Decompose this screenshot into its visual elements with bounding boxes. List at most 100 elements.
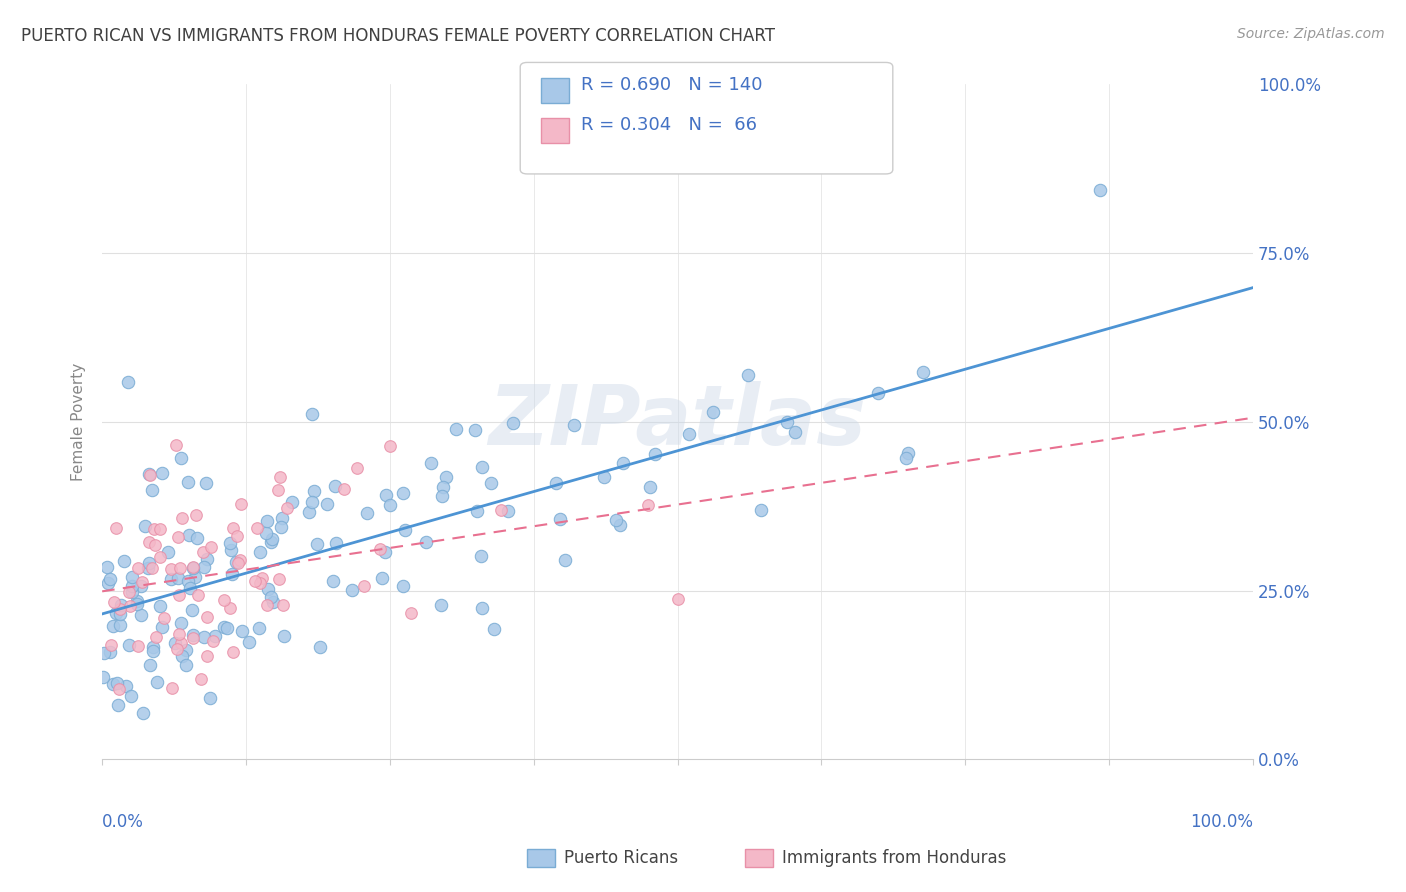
Point xyxy=(1088,183,1111,197)
Point xyxy=(702,405,724,419)
Point xyxy=(193,630,215,644)
Point xyxy=(378,438,401,452)
Point xyxy=(229,553,252,567)
Point xyxy=(370,571,392,585)
Point xyxy=(190,672,212,686)
Point xyxy=(392,579,415,593)
Point xyxy=(226,529,249,543)
Point xyxy=(333,482,356,496)
Point xyxy=(309,640,332,655)
Point xyxy=(605,513,627,527)
Point xyxy=(434,470,457,484)
Point xyxy=(554,553,576,567)
Point xyxy=(142,640,165,654)
Point xyxy=(167,571,190,585)
Point xyxy=(353,579,375,593)
Point xyxy=(165,636,187,650)
Point xyxy=(134,519,156,533)
Point xyxy=(323,479,346,493)
Point xyxy=(101,676,124,690)
Point xyxy=(138,534,160,549)
Point xyxy=(678,427,700,442)
Point xyxy=(593,470,616,484)
Point xyxy=(193,545,215,559)
Point xyxy=(160,572,183,586)
Point xyxy=(256,598,278,612)
Point xyxy=(212,620,235,634)
Point xyxy=(108,618,131,632)
Point xyxy=(464,423,486,437)
Point xyxy=(378,498,401,512)
Point xyxy=(219,543,242,558)
Point xyxy=(170,510,193,524)
Point xyxy=(897,446,920,460)
Point xyxy=(179,582,201,596)
Point xyxy=(98,572,121,586)
Text: Puerto Ricans: Puerto Ricans xyxy=(564,849,678,867)
Point xyxy=(141,483,163,497)
Point xyxy=(167,626,190,640)
Point xyxy=(150,466,173,480)
Point xyxy=(391,485,413,500)
Point xyxy=(298,505,321,519)
Point xyxy=(201,634,224,648)
Text: 0.0%: 0.0% xyxy=(103,814,143,831)
Point xyxy=(221,566,243,581)
Point xyxy=(783,425,806,439)
Point xyxy=(256,514,278,528)
Point xyxy=(301,495,323,509)
Point xyxy=(162,681,184,695)
Point xyxy=(249,545,271,559)
Point xyxy=(101,619,124,633)
Text: 100.0%: 100.0% xyxy=(1189,814,1253,831)
Point xyxy=(104,521,127,535)
Point xyxy=(110,598,132,612)
Point xyxy=(117,375,139,389)
Point xyxy=(502,416,524,430)
Point xyxy=(254,525,277,540)
Point xyxy=(243,574,266,588)
Point xyxy=(612,456,634,470)
Point xyxy=(489,503,512,517)
Point xyxy=(562,417,585,432)
Point xyxy=(267,483,290,498)
Point xyxy=(146,675,169,690)
Point xyxy=(325,536,347,550)
Point xyxy=(131,574,153,589)
Point xyxy=(260,534,283,549)
Point xyxy=(170,615,193,630)
Point xyxy=(165,438,187,452)
Point xyxy=(118,599,141,613)
Point xyxy=(231,624,253,638)
Point xyxy=(484,622,506,636)
Point xyxy=(215,621,238,635)
Text: Immigrants from Honduras: Immigrants from Honduras xyxy=(782,849,1007,867)
Point xyxy=(193,560,215,574)
Point xyxy=(170,450,193,465)
Point xyxy=(912,365,935,379)
Point xyxy=(170,648,193,663)
Point xyxy=(127,640,149,654)
Point xyxy=(195,649,218,664)
Point xyxy=(112,553,135,567)
Point xyxy=(129,608,152,623)
Point xyxy=(96,559,118,574)
Point xyxy=(183,570,205,584)
Text: R = 0.304   N =  66: R = 0.304 N = 66 xyxy=(581,116,756,134)
Text: Source: ZipAtlas.com: Source: ZipAtlas.com xyxy=(1237,27,1385,41)
Point xyxy=(259,591,281,605)
Point xyxy=(174,657,197,672)
Point xyxy=(609,517,631,532)
Point xyxy=(247,621,270,635)
Point xyxy=(231,497,253,511)
Point xyxy=(498,504,520,518)
Point xyxy=(104,606,127,620)
Point xyxy=(170,636,193,650)
Point xyxy=(195,610,218,624)
Point xyxy=(273,629,295,643)
Point xyxy=(246,521,269,535)
Point xyxy=(430,489,453,503)
Point xyxy=(118,639,141,653)
Point xyxy=(666,591,689,606)
Point xyxy=(121,584,143,599)
